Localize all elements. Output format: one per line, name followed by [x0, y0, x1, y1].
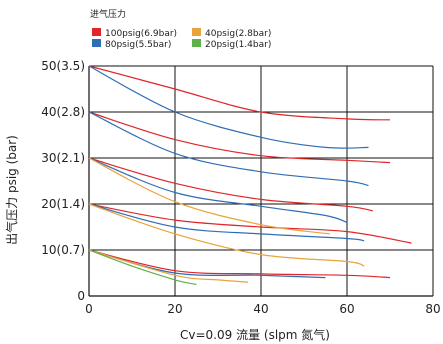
legend-label: 100psig(6.9bar): [105, 29, 177, 39]
series-line: [88, 157, 348, 223]
series-3: [88, 249, 197, 286]
x-axis-title: Cv=0.09 流量 (slpm 氮气): [180, 327, 330, 342]
series-line: [88, 249, 391, 279]
x-tick-label: 20: [167, 302, 182, 316]
series-line: [88, 203, 365, 267]
y-tick-label: 20(1.4): [41, 197, 85, 211]
series-line: [88, 249, 197, 286]
x-tick-label: 40: [253, 302, 268, 316]
legend: 进气压力 100psig(6.9bar)80psig(5.5bar) 40psig…: [90, 8, 271, 50]
legend-swatch: [92, 28, 101, 36]
legend-label: 80psig(5.5bar): [105, 40, 171, 50]
y-axis-title: 出气压力 psig (bar): [4, 135, 19, 245]
tick-labels: 0 20 40 60 80 0 10(0.7) 20(1.4) 30(2.1) 40(2.8) 50…: [41, 59, 440, 316]
axes: [88, 66, 433, 297]
series-line: [88, 65, 369, 149]
legend-title: 进气压力: [90, 8, 126, 20]
legend-swatch: [192, 39, 201, 47]
x-tick-label: 60: [339, 302, 354, 316]
y-tick-label: 0: [77, 289, 85, 303]
x-tick-label: 80: [425, 302, 440, 316]
series-line: [88, 203, 365, 242]
series-0: [88, 65, 412, 279]
series-line: [88, 111, 369, 187]
series-line: [88, 249, 249, 283]
series-line: [88, 157, 373, 212]
series-layer: [88, 65, 412, 286]
y-tick-label: 30(2.1): [41, 151, 85, 165]
series-2: [88, 157, 365, 283]
series-line: [88, 65, 391, 121]
legend-label: 40psig(2.8bar): [205, 29, 271, 39]
legend-swatch: [192, 28, 201, 36]
grid: [89, 65, 434, 296]
legend-label: 20psig(1.4bar): [205, 40, 271, 50]
y-tick-label: 10(0.7): [41, 243, 85, 257]
series-1: [88, 65, 369, 279]
legend-swatch: [92, 39, 101, 47]
series-line: [88, 203, 412, 244]
y-tick-label: 50(3.5): [41, 59, 85, 73]
series-line: [88, 111, 391, 164]
series-line: [88, 157, 330, 235]
x-tick-label: 0: [85, 302, 93, 316]
y-tick-label: 40(2.8): [41, 105, 85, 119]
